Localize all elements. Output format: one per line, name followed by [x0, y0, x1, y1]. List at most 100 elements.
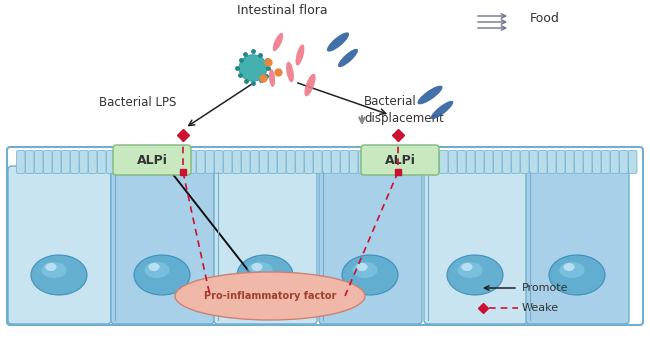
FancyBboxPatch shape: [179, 151, 187, 173]
Ellipse shape: [252, 263, 263, 271]
Ellipse shape: [304, 74, 315, 96]
Ellipse shape: [327, 32, 349, 52]
Ellipse shape: [175, 272, 365, 320]
Ellipse shape: [148, 263, 160, 271]
FancyBboxPatch shape: [313, 151, 322, 173]
Text: Bacterial LPS: Bacterial LPS: [99, 97, 177, 109]
FancyBboxPatch shape: [566, 151, 574, 173]
FancyBboxPatch shape: [116, 151, 124, 173]
FancyBboxPatch shape: [170, 151, 178, 173]
FancyBboxPatch shape: [512, 151, 520, 173]
FancyBboxPatch shape: [395, 151, 403, 173]
FancyBboxPatch shape: [376, 151, 385, 173]
FancyBboxPatch shape: [111, 166, 214, 324]
Ellipse shape: [342, 255, 398, 295]
Text: ALPi: ALPi: [136, 153, 168, 167]
Ellipse shape: [338, 49, 358, 67]
Text: Intestinal flora: Intestinal flora: [237, 3, 328, 17]
FancyBboxPatch shape: [619, 151, 628, 173]
FancyBboxPatch shape: [287, 151, 295, 173]
Ellipse shape: [458, 262, 482, 278]
FancyBboxPatch shape: [242, 151, 250, 173]
FancyBboxPatch shape: [322, 151, 331, 173]
FancyBboxPatch shape: [439, 151, 448, 173]
FancyBboxPatch shape: [98, 151, 106, 173]
FancyBboxPatch shape: [16, 151, 25, 173]
FancyBboxPatch shape: [421, 151, 430, 173]
FancyBboxPatch shape: [70, 151, 79, 173]
FancyBboxPatch shape: [332, 151, 340, 173]
Ellipse shape: [560, 262, 584, 278]
FancyBboxPatch shape: [79, 151, 88, 173]
FancyBboxPatch shape: [44, 151, 52, 173]
Ellipse shape: [31, 255, 87, 295]
Ellipse shape: [549, 255, 605, 295]
FancyBboxPatch shape: [404, 151, 412, 173]
Ellipse shape: [144, 262, 170, 278]
FancyBboxPatch shape: [296, 151, 304, 173]
Ellipse shape: [447, 255, 503, 295]
FancyBboxPatch shape: [610, 151, 619, 173]
FancyBboxPatch shape: [502, 151, 511, 173]
FancyBboxPatch shape: [196, 151, 205, 173]
FancyBboxPatch shape: [556, 151, 565, 173]
FancyBboxPatch shape: [268, 151, 277, 173]
Ellipse shape: [134, 255, 190, 295]
FancyBboxPatch shape: [458, 151, 466, 173]
FancyBboxPatch shape: [424, 166, 527, 324]
FancyBboxPatch shape: [575, 151, 583, 173]
FancyBboxPatch shape: [601, 151, 610, 173]
FancyBboxPatch shape: [484, 151, 493, 173]
FancyBboxPatch shape: [530, 151, 538, 173]
FancyBboxPatch shape: [161, 151, 169, 173]
FancyBboxPatch shape: [538, 151, 547, 173]
Ellipse shape: [237, 255, 293, 295]
FancyBboxPatch shape: [319, 166, 422, 324]
FancyBboxPatch shape: [467, 151, 475, 173]
Text: Food: Food: [530, 12, 560, 24]
Ellipse shape: [462, 263, 473, 271]
Ellipse shape: [42, 262, 66, 278]
Ellipse shape: [273, 33, 283, 51]
FancyBboxPatch shape: [385, 151, 394, 173]
Text: Weake: Weake: [522, 303, 559, 313]
FancyBboxPatch shape: [133, 151, 142, 173]
FancyBboxPatch shape: [547, 151, 556, 173]
FancyBboxPatch shape: [88, 151, 97, 173]
Ellipse shape: [248, 262, 272, 278]
FancyBboxPatch shape: [25, 151, 34, 173]
FancyBboxPatch shape: [250, 151, 259, 173]
FancyBboxPatch shape: [151, 151, 160, 173]
FancyBboxPatch shape: [521, 151, 529, 173]
Ellipse shape: [296, 44, 304, 66]
FancyBboxPatch shape: [448, 151, 457, 173]
FancyBboxPatch shape: [187, 151, 196, 173]
Text: Pro-inflammatory factor: Pro-inflammatory factor: [204, 291, 336, 301]
FancyBboxPatch shape: [125, 151, 133, 173]
FancyBboxPatch shape: [53, 151, 61, 173]
FancyBboxPatch shape: [430, 151, 439, 173]
FancyBboxPatch shape: [214, 151, 223, 173]
FancyBboxPatch shape: [142, 151, 151, 173]
Ellipse shape: [46, 263, 57, 271]
Ellipse shape: [417, 86, 443, 104]
Ellipse shape: [352, 262, 378, 278]
FancyBboxPatch shape: [341, 151, 349, 173]
FancyBboxPatch shape: [413, 151, 421, 173]
FancyBboxPatch shape: [361, 145, 439, 175]
Text: ALPi: ALPi: [385, 153, 415, 167]
FancyBboxPatch shape: [476, 151, 484, 173]
Text: Bacterial
displacement: Bacterial displacement: [364, 95, 444, 125]
FancyBboxPatch shape: [224, 151, 232, 173]
Text: Promote: Promote: [522, 283, 569, 293]
FancyBboxPatch shape: [493, 151, 502, 173]
FancyBboxPatch shape: [233, 151, 241, 173]
Ellipse shape: [564, 263, 575, 271]
Ellipse shape: [269, 69, 275, 87]
Ellipse shape: [431, 101, 453, 119]
FancyBboxPatch shape: [107, 151, 115, 173]
FancyBboxPatch shape: [259, 151, 268, 173]
FancyBboxPatch shape: [62, 151, 70, 173]
FancyBboxPatch shape: [304, 151, 313, 173]
FancyBboxPatch shape: [278, 151, 286, 173]
